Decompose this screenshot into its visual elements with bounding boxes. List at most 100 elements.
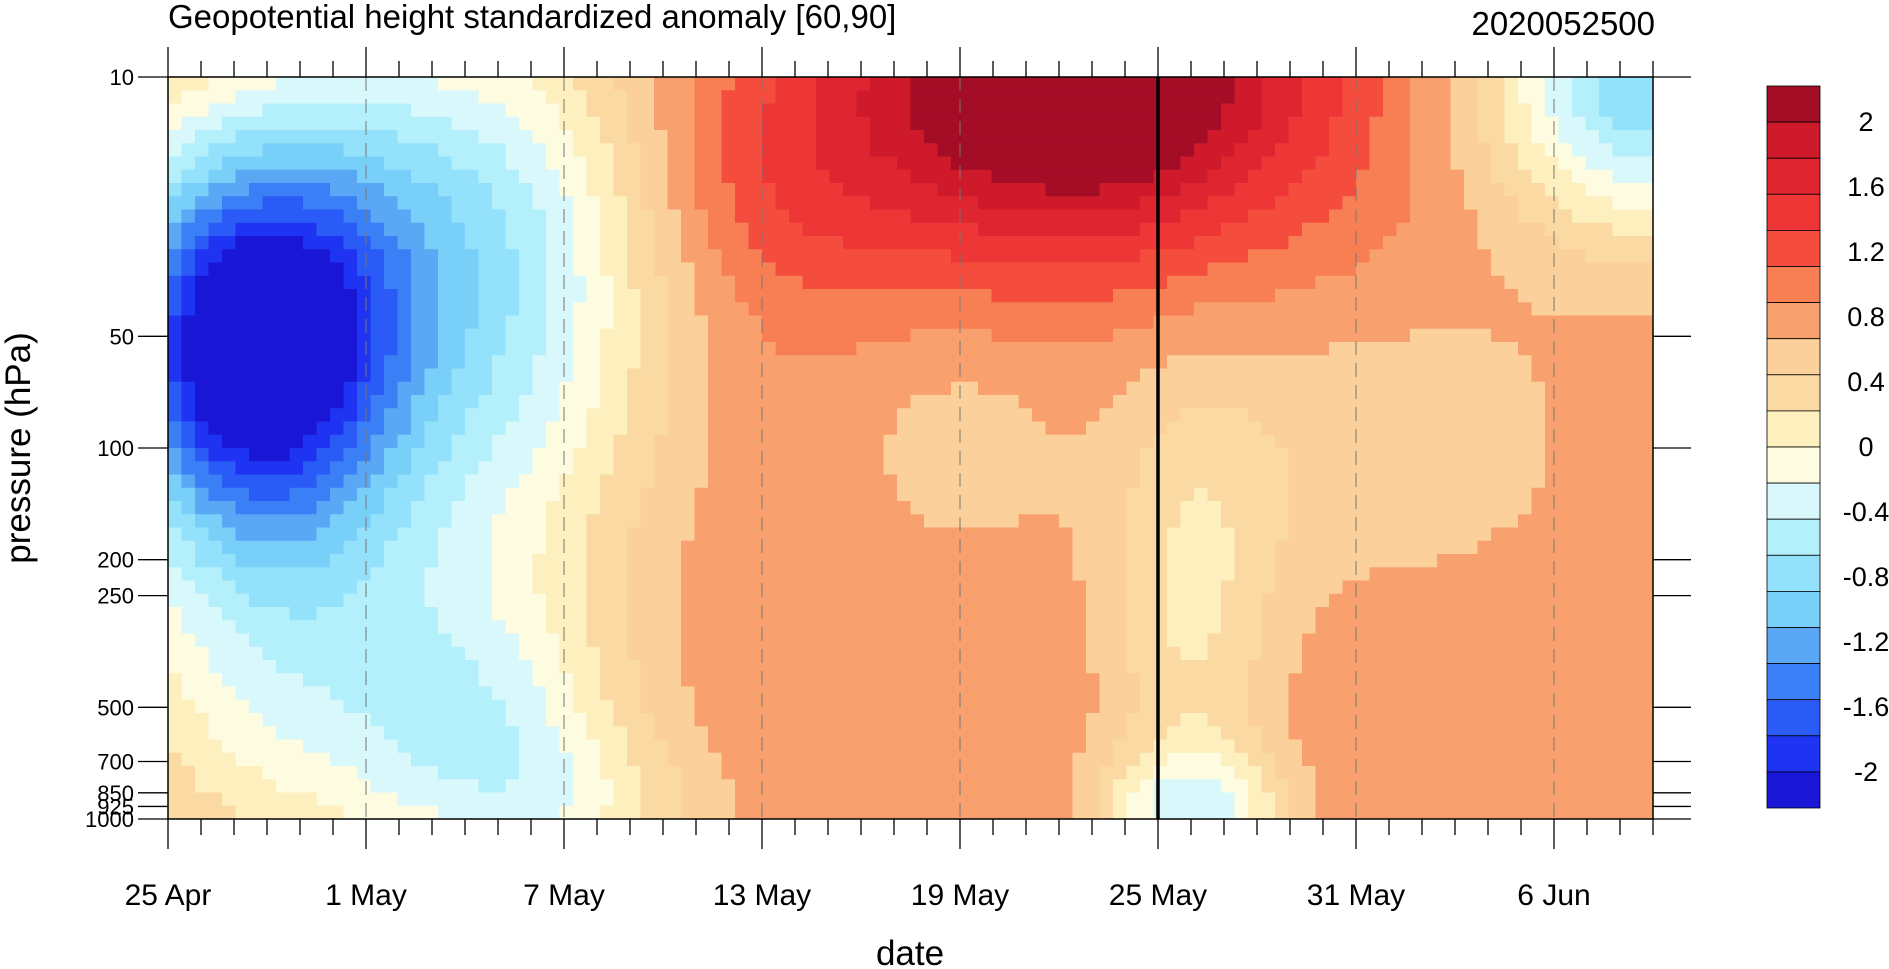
contour-cell xyxy=(370,660,385,675)
contour-cell xyxy=(829,196,844,211)
contour-cell xyxy=(1356,77,1371,92)
contour-cell xyxy=(1194,209,1209,224)
contour-cell xyxy=(667,183,682,198)
contour-cell xyxy=(654,302,669,317)
contour-cell xyxy=(721,302,736,317)
contour-cell xyxy=(289,395,304,410)
contour-cell xyxy=(964,236,979,251)
contour-cell xyxy=(708,461,723,476)
contour-cell xyxy=(1248,275,1263,290)
contour-cell xyxy=(1288,209,1303,224)
contour-cell xyxy=(289,448,304,463)
contour-cell xyxy=(235,156,250,171)
contour-cell xyxy=(1275,209,1290,224)
contour-cell xyxy=(694,487,709,502)
contour-cell xyxy=(897,196,912,211)
contour-cell xyxy=(451,501,466,516)
contour-cell xyxy=(411,673,426,688)
contour-cell xyxy=(721,209,736,224)
contour-cell xyxy=(1194,699,1209,714)
contour-cell xyxy=(829,805,844,819)
contour-cell xyxy=(303,368,318,383)
contour-cell xyxy=(1234,328,1249,343)
contour-cell xyxy=(384,116,399,131)
contour-cell xyxy=(532,726,547,741)
contour-cell xyxy=(1045,739,1060,754)
contour-cell xyxy=(1140,421,1155,436)
contour-cell xyxy=(316,487,331,502)
contour-cell xyxy=(249,593,264,608)
contour-cell xyxy=(465,540,480,555)
contour-cell xyxy=(1221,183,1236,198)
contour-cell xyxy=(1018,236,1033,251)
contour-cell xyxy=(1329,222,1344,237)
contour-cell xyxy=(762,461,777,476)
contour-cell xyxy=(721,236,736,251)
contour-cell xyxy=(816,461,831,476)
contour-cell xyxy=(1153,209,1168,224)
contour-cell xyxy=(303,183,318,198)
contour-cell xyxy=(978,408,993,423)
contour-cell xyxy=(235,474,250,489)
contour-cell xyxy=(600,342,615,357)
contour-cell xyxy=(1099,448,1114,463)
contour-cell xyxy=(1315,501,1330,516)
contour-cell xyxy=(600,686,615,701)
contour-cell xyxy=(1288,103,1303,118)
contour-cell xyxy=(1288,448,1303,463)
contour-cell xyxy=(1369,77,1384,92)
contour-cell xyxy=(897,593,912,608)
contour-cell xyxy=(748,222,763,237)
contour-cell xyxy=(1302,527,1317,542)
contour-cell xyxy=(1153,540,1168,555)
contour-cell xyxy=(600,103,615,118)
contour-cell xyxy=(708,514,723,529)
contour-cell xyxy=(1207,302,1222,317)
contour-cell xyxy=(1140,262,1155,277)
contour-cell xyxy=(1140,792,1155,807)
contour-cell xyxy=(1302,209,1317,224)
contour-cell xyxy=(816,448,831,463)
contour-cell xyxy=(1018,381,1033,396)
contour-cell xyxy=(289,779,304,794)
contour-cell xyxy=(681,395,696,410)
contour-cell xyxy=(181,275,196,290)
contour-cell xyxy=(559,77,574,92)
contour-cell xyxy=(303,726,318,741)
contour-cell xyxy=(856,805,871,819)
contour-cell xyxy=(721,169,736,184)
contour-cell xyxy=(1275,567,1290,582)
contour-cell xyxy=(1113,381,1128,396)
contour-cell xyxy=(1180,726,1195,741)
contour-cell xyxy=(802,713,817,728)
contour-cell xyxy=(411,302,426,317)
contour-cell xyxy=(316,660,331,675)
contour-cell xyxy=(1329,739,1344,754)
contour-cell xyxy=(951,779,966,794)
contour-cell xyxy=(762,103,777,118)
contour-cell xyxy=(586,527,601,542)
contour-cell xyxy=(1261,421,1276,436)
contour-cell xyxy=(748,116,763,131)
contour-cell xyxy=(546,116,561,131)
contour-cell xyxy=(546,487,561,502)
contour-cell xyxy=(640,527,655,542)
contour-cell xyxy=(1072,262,1087,277)
contour-cell xyxy=(735,607,750,622)
contour-cell xyxy=(546,77,561,92)
contour-cell xyxy=(586,540,601,555)
contour-cell xyxy=(1302,143,1317,158)
contour-cell xyxy=(762,77,777,92)
contour-cell xyxy=(276,156,291,171)
contour-cell xyxy=(856,646,871,661)
contour-cell xyxy=(1194,567,1209,582)
contour-cell xyxy=(1167,487,1182,502)
contour-cell xyxy=(964,421,979,436)
contour-cell xyxy=(289,554,304,569)
contour-cell xyxy=(1099,660,1114,675)
contour-cell xyxy=(465,315,480,330)
contour-cell xyxy=(586,593,601,608)
contour-cell xyxy=(222,660,237,675)
contour-cell xyxy=(937,355,952,370)
contour-cell xyxy=(667,633,682,648)
